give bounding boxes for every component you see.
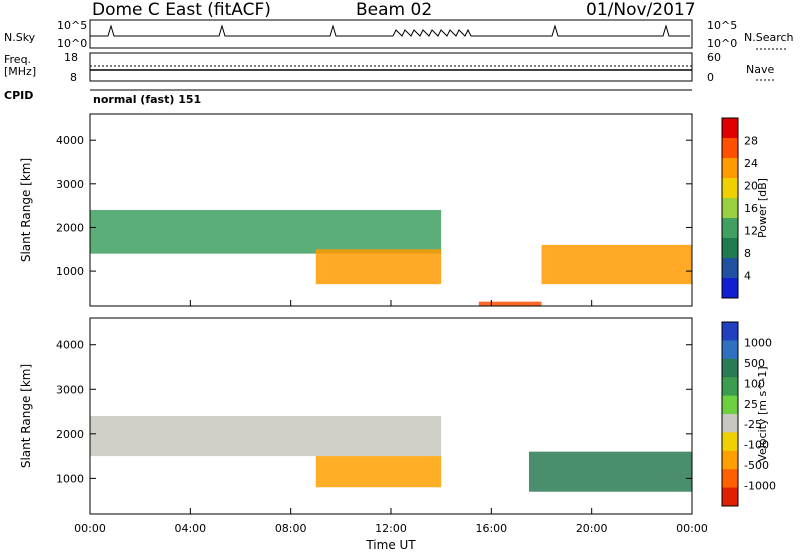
- nsearch-label: N.Search: [744, 31, 794, 44]
- ylabel-1: Slant Range [km]: [19, 364, 33, 468]
- colorbar-swatch-1-0: [722, 322, 738, 341]
- colorbar-swatch-1-4: [722, 395, 738, 415]
- echo-band-0-3: [478, 301, 542, 306]
- ytick-label-1-1: 2000: [56, 428, 84, 441]
- colorbar-tick-0-3: 16: [744, 202, 758, 215]
- colorbar-frame-1: [721, 321, 739, 507]
- nsky-panel-frame: [89, 19, 693, 49]
- colorbar-swatch-0-1: [722, 138, 738, 159]
- xtick-label-6: 00:00: [676, 522, 708, 535]
- nsky-tick-top: 10^5: [57, 19, 88, 32]
- colorbar-swatch-0-7: [722, 258, 738, 279]
- xtick-label-2: 08:00: [275, 522, 307, 535]
- colorbar-tick-1-6: -500: [744, 459, 769, 472]
- station-title: Dome C East (fitACF): [92, 0, 271, 20]
- colorbar-swatch-1-9: [722, 487, 738, 507]
- nsky-tick-bottom: 10^0: [57, 37, 88, 50]
- colorbar-swatch-1-6: [722, 432, 738, 452]
- echo-band-1-1: [315, 456, 442, 488]
- colorbar-swatch-1-7: [722, 450, 738, 470]
- cpid-label: CPID: [4, 89, 34, 102]
- nave-tick-bottom: 0: [707, 71, 714, 84]
- colorbar-tick-0-6: 4: [744, 270, 751, 283]
- colorbar-swatch-1-2: [722, 358, 738, 378]
- xtick-label-3: 12:00: [375, 522, 407, 535]
- nsearch-tick-bottom: 10^0: [707, 37, 738, 50]
- nsearch-tick-top: 10^5: [707, 19, 738, 32]
- xlabel: Time UT: [365, 538, 416, 552]
- ytick-label-0-1: 2000: [56, 221, 84, 234]
- colorbar-tick-1-7: -1000: [744, 480, 776, 493]
- ytick-label-0-0: 1000: [56, 265, 84, 278]
- echo-band-1-2: [528, 451, 692, 492]
- ytick-label-1-3: 4000: [56, 339, 84, 352]
- date-title: 01/Nov/2017: [586, 0, 696, 20]
- xtick-label-5: 20:00: [576, 522, 608, 535]
- freq-unit: [MHz]: [4, 65, 37, 78]
- echo-band-0-0: [90, 210, 442, 254]
- colorbar-tick-0-2: 20: [744, 180, 758, 193]
- colorbar-swatch-0-0: [722, 118, 738, 139]
- nsky-trace: [90, 24, 690, 37]
- colorbar-tick-1-0: 1000: [744, 336, 772, 349]
- colorbar-swatch-0-5: [722, 218, 738, 239]
- colorbar-swatch-0-2: [722, 158, 738, 179]
- colorbar-tick-0-1: 24: [744, 157, 758, 170]
- colorbar-label-0: Power [dB]: [756, 178, 769, 238]
- colorbar-tick-0-0: 28: [744, 135, 758, 148]
- colorbar-tick-0-5: 8: [744, 247, 751, 260]
- ytick-label-1-0: 1000: [56, 472, 84, 485]
- echo-band-1-0: [90, 416, 442, 457]
- colorbar-label-1: Velocity [m s^-1]: [756, 366, 769, 461]
- colorbar-swatch-0-3: [722, 178, 738, 199]
- freq-tick-top: 18: [64, 51, 78, 64]
- echo-band-0-1: [315, 249, 442, 285]
- colorbar-tick-0-4: 12: [744, 225, 758, 238]
- colorbar-tick-1-2: 100: [744, 377, 765, 390]
- freq-label: Freq.: [4, 53, 32, 66]
- ytick-label-1-2: 3000: [56, 383, 84, 396]
- xtick-label-0: 00:00: [74, 522, 106, 535]
- freq-tick-bottom: 8: [70, 71, 77, 84]
- colorbar-swatch-1-3: [722, 377, 738, 397]
- echo-band-0-2: [541, 244, 692, 285]
- colorbar-swatch-1-5: [722, 414, 738, 433]
- nsky-label: N.Sky: [4, 31, 36, 44]
- xtick-label-4: 16:00: [475, 522, 507, 535]
- colorbar-frame-0: [721, 117, 739, 299]
- colorbar-tick-1-4: -25: [744, 418, 762, 431]
- nave-tick-top: 60: [707, 51, 721, 64]
- beam-title: Beam 02: [356, 0, 433, 20]
- xtick-label-1: 04:00: [174, 522, 206, 535]
- ylabel-0: Slant Range [km]: [19, 158, 33, 262]
- colorbar-swatch-0-6: [722, 238, 738, 259]
- colorbar-swatch-0-4: [722, 198, 738, 219]
- colorbar-swatch-0-8: [722, 278, 738, 299]
- colorbar-tick-1-1: 500: [744, 357, 765, 370]
- nave-label: Nave: [746, 63, 775, 76]
- ytick-label-0-2: 3000: [56, 178, 84, 191]
- ytick-label-0-3: 4000: [56, 134, 84, 147]
- freq-panel-frame: [89, 52, 693, 82]
- cpid-value: normal (fast) 151: [93, 93, 202, 106]
- colorbar-tick-1-3: 25: [744, 398, 758, 411]
- colorbar-tick-1-5: -100: [744, 439, 769, 452]
- colorbar-swatch-1-1: [722, 340, 738, 360]
- colorbar-swatch-1-8: [722, 469, 738, 489]
